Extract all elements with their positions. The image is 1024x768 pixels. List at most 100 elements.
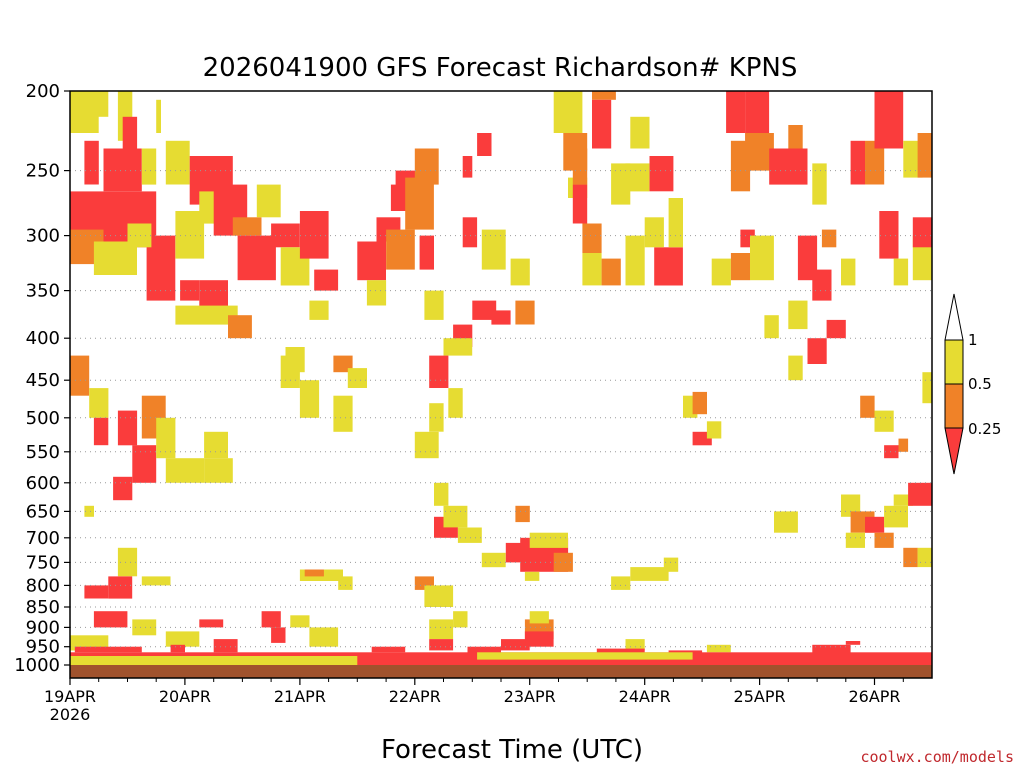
heatmap-cell — [572, 184, 588, 224]
heatmap-cell — [874, 91, 904, 149]
y-tick-label: 650 — [26, 501, 60, 522]
heatmap-cell — [429, 403, 444, 432]
heatmap-cell — [860, 395, 875, 418]
heatmap-cell — [501, 639, 530, 651]
heatmap-cell — [462, 217, 478, 248]
heatmap-cell — [812, 163, 827, 205]
heatmap-cell — [812, 269, 832, 301]
heatmap-cell — [477, 133, 492, 156]
heatmap-cell — [347, 368, 367, 388]
heatmap-cell — [821, 229, 837, 248]
heatmap-cell — [333, 395, 353, 432]
heatmap-cell — [477, 652, 693, 660]
heatmap-cell — [884, 445, 899, 459]
heatmap-cell — [865, 516, 885, 533]
y-tick-label: 300 — [26, 226, 60, 247]
y-tick-label: 200 — [26, 81, 60, 102]
heatmap-cell — [103, 148, 142, 192]
heatmap-cell — [893, 494, 913, 506]
heatmap-cell — [414, 148, 439, 185]
heatmap-cell — [132, 619, 157, 636]
ground-surface-bar — [70, 665, 932, 678]
x-axis-year-label: 2026 — [50, 705, 91, 724]
heatmap-cell — [113, 476, 133, 501]
heatmap-cell — [745, 91, 770, 141]
heatmap-cell — [457, 527, 482, 543]
heatmap-cell — [874, 410, 894, 432]
x-tick-label: 25APR — [734, 687, 786, 706]
heatmap-cell — [84, 140, 99, 185]
heatmap-cell — [443, 338, 473, 356]
heatmap-cell — [706, 421, 722, 439]
heatmap-cell — [74, 646, 142, 653]
heatmap-cell — [481, 552, 506, 568]
heatmap-cell — [812, 644, 851, 655]
source-credit: coolwx.com/models — [860, 748, 1014, 766]
heatmap-cell — [529, 532, 568, 548]
heatmap-cell — [386, 229, 415, 270]
heatmap-cell — [117, 410, 138, 446]
heatmap-cell — [730, 253, 751, 281]
heatmap-cell — [845, 532, 865, 548]
heatmap-cell — [141, 576, 171, 586]
heatmap-cell — [165, 140, 190, 185]
heatmap-cell — [774, 511, 798, 533]
heatmap-cell — [156, 99, 161, 133]
heatmap-cell — [333, 355, 353, 373]
heatmap-cell — [93, 417, 109, 446]
heatmap-cell — [654, 247, 683, 286]
heatmap-cell — [865, 140, 885, 185]
heatmap-cell — [141, 148, 157, 185]
heatmap-cell — [70, 355, 90, 396]
heatmap-cell — [711, 258, 731, 286]
heatmap-cell — [127, 223, 152, 248]
heatmap-cell — [788, 125, 803, 149]
heatmap-cell — [280, 355, 300, 388]
chart-title: 2026041900 GFS Forecast Richardson# KPNS — [203, 53, 798, 83]
x-tick-label: 26APR — [848, 687, 900, 706]
heatmap-cell — [663, 557, 679, 572]
y-tick-label: 700 — [26, 528, 60, 549]
heatmap-cell — [879, 211, 899, 259]
heatmap-cell — [304, 569, 324, 577]
heatmap-cell — [917, 547, 932, 568]
x-tick-label: 23APR — [504, 687, 556, 706]
heatmap-cell — [213, 639, 238, 653]
heatmap-cell — [338, 576, 353, 590]
heatmap-cell — [553, 91, 583, 133]
heatmap-cell — [601, 258, 621, 286]
heatmap-cell — [170, 644, 185, 653]
heatmap-cell — [232, 217, 262, 236]
heatmap-cell — [371, 646, 406, 653]
legend-label: 1 — [968, 331, 978, 349]
heatmap-cell — [898, 438, 909, 452]
heatmap-cell — [204, 431, 228, 459]
heatmap-cell — [706, 644, 731, 653]
heatmap-cell — [472, 300, 497, 320]
heatmap-cell — [553, 552, 573, 572]
heatmap-cell — [357, 241, 386, 281]
heatmap-cell — [524, 631, 554, 647]
legend-orange-swatch — [944, 383, 964, 429]
heatmap-cell — [649, 156, 674, 192]
heatmap-cell — [611, 576, 631, 590]
heatmap-cell — [309, 627, 339, 647]
heatmap-cell — [424, 290, 444, 320]
y-tick-label: 600 — [26, 473, 60, 494]
heatmap-cell — [117, 547, 138, 577]
heatmap-cell — [93, 91, 109, 117]
heatmap-cell — [874, 532, 894, 548]
heatmap-cell — [70, 656, 358, 665]
y-tick-label: 500 — [26, 408, 60, 429]
legend-label: 0.25 — [968, 420, 1001, 438]
heatmap-cell — [175, 305, 238, 325]
heatmap-cell — [515, 300, 535, 325]
heatmap-cell — [788, 300, 808, 330]
x-tick-label: 21APR — [274, 687, 326, 706]
pressure-axis: 200 250 300 350 400 450 500 550 600 650 700 7508008… — [14, 81, 70, 676]
heatmap-cell — [582, 223, 602, 253]
heatmap-cell — [84, 505, 94, 517]
heatmap-cell — [429, 355, 449, 388]
heatmap-cell — [625, 235, 645, 286]
heatmap-cell — [165, 458, 205, 483]
